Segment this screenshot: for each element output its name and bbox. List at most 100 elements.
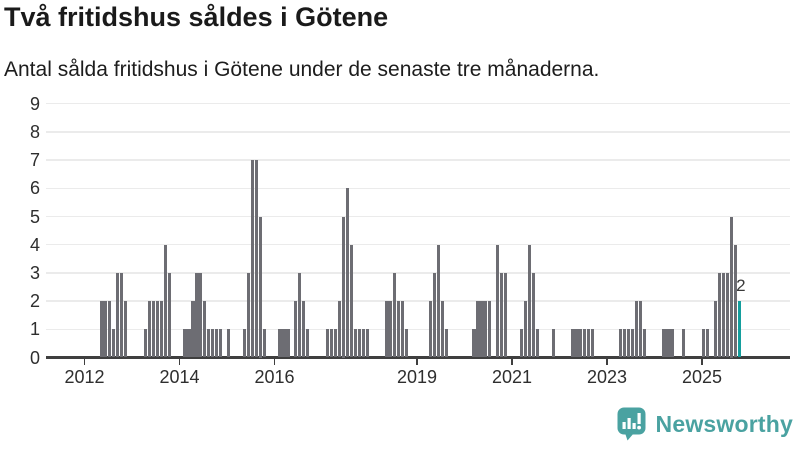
bar-month xyxy=(361,329,365,358)
bar-month xyxy=(721,272,725,358)
y-axis-tick-label: 6 xyxy=(29,178,40,199)
bar-month xyxy=(116,272,120,358)
bar-month xyxy=(531,272,535,358)
bar-month xyxy=(183,329,187,358)
x-axis-tick xyxy=(83,358,86,365)
bar-month xyxy=(349,244,353,358)
latest-value-label: 2 xyxy=(736,276,746,296)
x-axis-line xyxy=(46,356,790,359)
bar-month xyxy=(500,272,504,358)
bar-month xyxy=(207,329,211,358)
bar-month xyxy=(662,329,666,358)
bar-month xyxy=(337,301,342,358)
x-axis-year-label: 2016 xyxy=(254,366,295,387)
highlight-bar-latest-period xyxy=(737,301,741,358)
bar-month xyxy=(436,244,440,358)
y-gridline xyxy=(46,300,790,302)
bar-month xyxy=(250,160,254,358)
bar-month xyxy=(226,329,231,358)
chart-subtitle: Antal sålda fritidshus i Götene under de… xyxy=(4,58,600,81)
bar-month xyxy=(733,244,737,358)
y-gridline xyxy=(46,272,790,274)
bar-month xyxy=(191,301,195,358)
y-axis-tick-label: 4 xyxy=(29,234,40,255)
bar-month xyxy=(187,329,191,358)
bar-month xyxy=(579,329,583,358)
bar-month xyxy=(353,329,357,358)
x-axis-tick xyxy=(701,358,703,365)
y-gridline xyxy=(46,159,790,161)
bar-month xyxy=(333,329,338,358)
newsworthy-bubble-chart-icon xyxy=(617,407,646,441)
bar-month xyxy=(341,216,345,358)
bar-month xyxy=(571,329,575,358)
bar-month xyxy=(262,329,266,358)
bar-month xyxy=(242,329,247,358)
bar-month xyxy=(618,329,623,358)
bar-month xyxy=(329,329,334,358)
y-axis-tick-label: 0 xyxy=(29,347,40,368)
bar-month xyxy=(147,301,152,358)
bar-month xyxy=(163,244,167,358)
bar-month xyxy=(100,301,104,358)
newsworthy-wordmark: Newsworthy xyxy=(655,410,793,437)
y-axis-tick-label: 5 xyxy=(29,206,40,227)
bar-month xyxy=(535,329,539,358)
bar-month xyxy=(583,329,587,358)
bar-month xyxy=(488,301,492,358)
x-axis-year-label: 2021 xyxy=(491,366,533,387)
bar-month xyxy=(713,301,718,358)
bar-month xyxy=(345,188,349,358)
bar-month xyxy=(682,329,686,358)
bar-month xyxy=(151,301,155,358)
bar-month xyxy=(432,272,437,358)
x-axis-tick xyxy=(606,358,608,365)
x-axis-year-label: 2019 xyxy=(396,366,438,387)
bar-month xyxy=(527,244,532,358)
newsworthy-logo: Newsworthy xyxy=(617,407,793,441)
y-axis-tick-label: 7 xyxy=(29,150,40,171)
bar-month xyxy=(155,301,159,358)
bar-month xyxy=(622,329,627,358)
bar-month xyxy=(120,272,124,358)
y-axis-tick-label: 3 xyxy=(29,262,40,283)
bar-month xyxy=(389,301,393,358)
chart-title: Två fritidshus såldes i Götene xyxy=(4,2,389,32)
bar-month xyxy=(575,329,579,358)
bar-month xyxy=(278,329,282,358)
bar-month xyxy=(159,301,163,358)
bar-month xyxy=(701,329,706,358)
y-axis-tick-label: 8 xyxy=(29,121,40,142)
bar-month xyxy=(306,329,310,358)
bar-month xyxy=(167,272,171,358)
bar-month xyxy=(112,329,116,358)
y-gridline xyxy=(46,102,790,105)
bar-month xyxy=(325,329,330,358)
bar-month xyxy=(258,216,262,358)
bar-month xyxy=(286,329,290,358)
bar-month xyxy=(357,329,361,358)
x-axis-year-label: 2025 xyxy=(681,366,723,387)
bar-month xyxy=(551,329,555,358)
y-gridline xyxy=(46,328,790,331)
bar-month xyxy=(705,329,710,358)
bar-month xyxy=(215,329,219,358)
bar-month xyxy=(476,301,480,358)
x-axis-year-label: 2012 xyxy=(64,366,105,387)
x-axis-tick xyxy=(511,358,513,365)
bar-month xyxy=(440,301,444,358)
bar-month xyxy=(444,329,448,358)
bar-month xyxy=(246,272,250,358)
y-gridline xyxy=(46,131,790,133)
bar-month xyxy=(519,329,524,358)
bar-month xyxy=(199,272,203,358)
bar-month xyxy=(484,301,488,358)
bar-month xyxy=(634,301,638,358)
bar-month xyxy=(638,301,642,358)
x-axis-tick xyxy=(273,358,276,365)
bar-month xyxy=(124,301,128,358)
bar-month xyxy=(294,301,298,358)
y-gridline xyxy=(46,187,790,190)
bar-month xyxy=(480,301,484,358)
